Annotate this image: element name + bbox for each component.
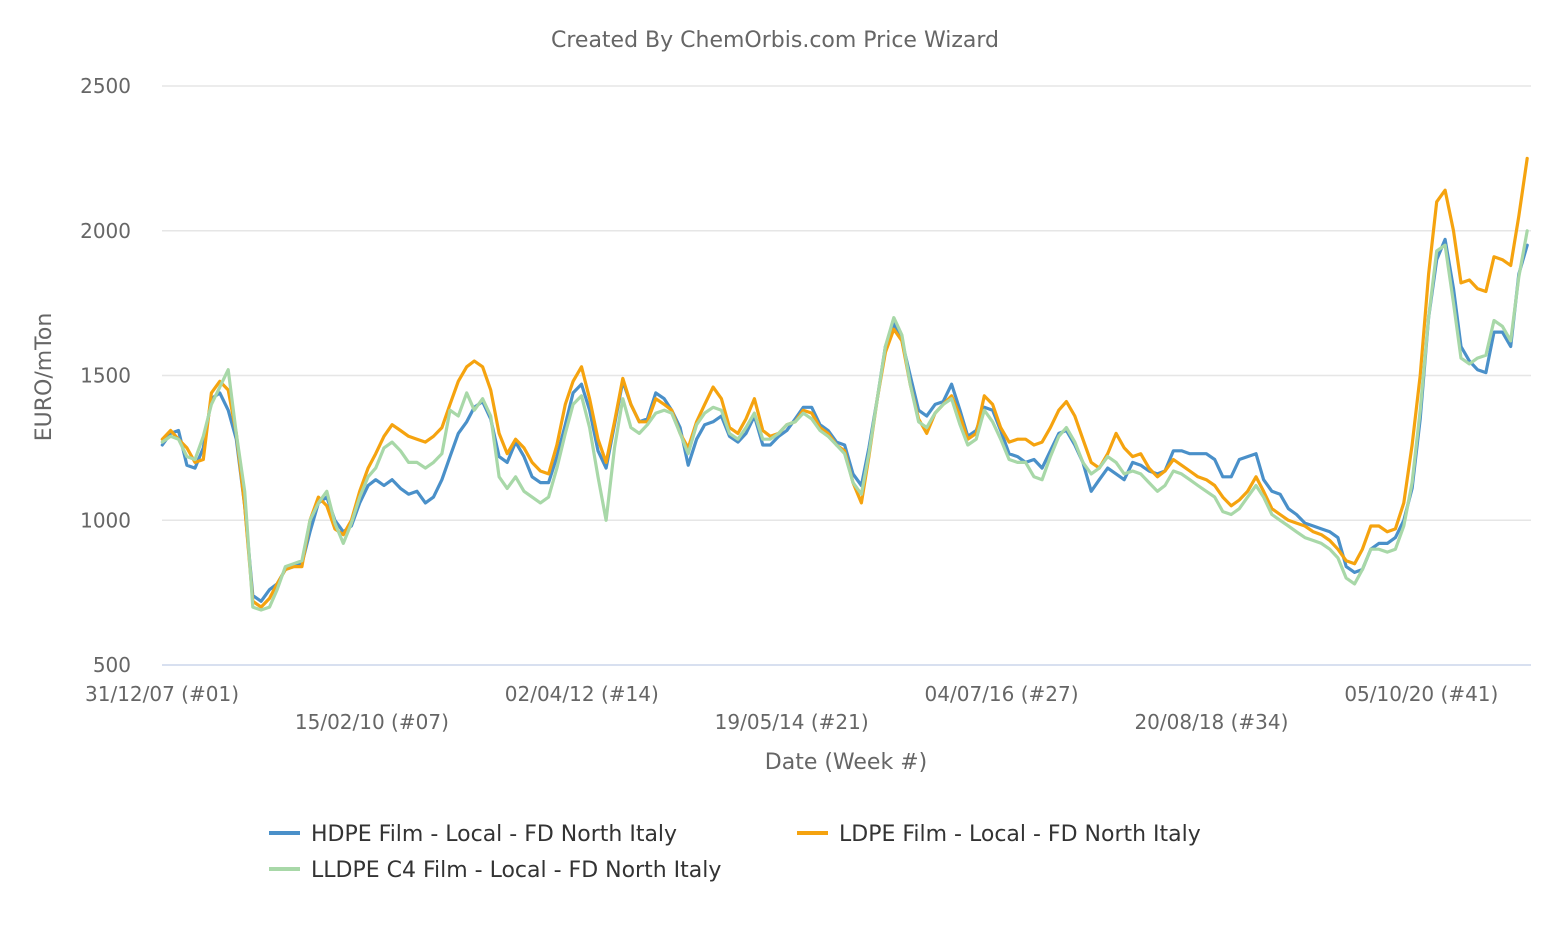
chart-title: Created By ChemOrbis.com Price Wizard: [551, 28, 999, 53]
series-line-2: [160, 156, 1529, 609]
legend-label[interactable]: HDPE Film - Local - FD North Italy: [311, 822, 677, 847]
legend-label[interactable]: LDPE Film - Local - FD North Italy: [839, 822, 1201, 847]
legend-label[interactable]: LLDPE C4 Film - Local - FD North Italy: [311, 858, 721, 883]
series-line-1: [160, 237, 1529, 603]
grid-lines: [162, 85, 1531, 666]
x-tick-label: 19/05/14 (#21): [715, 710, 869, 734]
x-tick-label: 31/12/07 (#01): [85, 682, 239, 706]
y-axis-ticks: 500 1000 1500 2000 2500: [80, 74, 131, 677]
y-tick-label: 1500: [80, 364, 131, 388]
x-tick-label: 20/08/18 (#34): [1134, 710, 1288, 734]
y-tick-label: 500: [93, 653, 131, 677]
x-tick-label: 05/10/20 (#41): [1344, 682, 1498, 706]
y-axis-title: EURO/mTon: [32, 313, 57, 442]
x-tick-label: 04/07/16 (#27): [925, 682, 1079, 706]
y-tick-label: 2500: [80, 74, 131, 98]
x-tick-label: 02/04/12 (#14): [505, 682, 659, 706]
series-line-3: [160, 229, 1529, 612]
x-tick-label: 15/02/10 (#07): [295, 710, 449, 734]
y-tick-label: 2000: [80, 219, 131, 243]
y-tick-label: 1000: [80, 508, 131, 532]
x-axis-ticks: 31/12/07 (#01) 15/02/10 (#07) 02/04/12 (#1…: [85, 682, 1498, 734]
x-axis-title: Date (Week #): [765, 750, 927, 775]
legend: HDPE Film - Local - FD North Italy LDPE F…: [269, 822, 1201, 883]
series-lines: [160, 156, 1529, 612]
